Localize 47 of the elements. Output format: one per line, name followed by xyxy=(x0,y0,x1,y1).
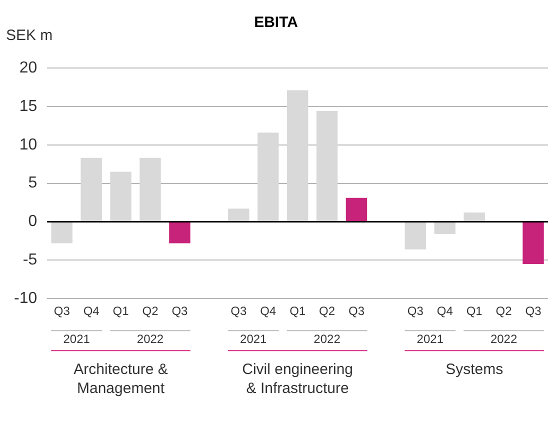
x-tick-label: Q1 xyxy=(112,304,130,318)
text: 2021 xyxy=(416,332,444,346)
text: 2022 xyxy=(136,332,164,346)
x-tick-label: Q3 xyxy=(525,304,542,318)
bar xyxy=(522,222,544,264)
bar xyxy=(404,222,426,250)
bar xyxy=(464,212,485,222)
y-axis-title: SEK m xyxy=(6,27,53,44)
x-tick-label: Q2 xyxy=(319,304,336,318)
y-tick-label: 20 xyxy=(19,59,38,76)
text: 2021 xyxy=(63,332,90,346)
y-tick-label: -5 xyxy=(22,252,38,269)
bar xyxy=(346,198,368,222)
text: 2022 xyxy=(490,332,518,346)
x-tick-label: Q1 xyxy=(466,304,483,318)
bar xyxy=(228,208,250,222)
x-tick-label: Q3 xyxy=(230,304,247,318)
bar xyxy=(80,158,102,222)
text: Architecture & Management xyxy=(74,361,168,398)
bar xyxy=(140,158,161,222)
x-tick-label: Q4 xyxy=(260,304,276,318)
chart-title: EBITA xyxy=(254,14,298,32)
y-tick-label: -10 xyxy=(14,290,38,308)
y-tick-label: 15 xyxy=(19,98,38,115)
x-tick-label: Q1 xyxy=(290,304,306,318)
x-tick-label: Q3 xyxy=(54,304,70,318)
bar xyxy=(110,172,132,222)
text: Systems xyxy=(446,361,504,378)
y-tick-label: 10 xyxy=(19,136,38,154)
x-tick-label: Q4 xyxy=(436,304,454,318)
bar xyxy=(316,111,338,222)
x-tick-label: Q3 xyxy=(172,304,188,318)
bar xyxy=(257,132,279,222)
bar xyxy=(51,222,72,244)
x-tick-label: Q3 xyxy=(348,304,365,318)
x-tick-label: Q2 xyxy=(142,304,159,318)
x-tick-label: Q2 xyxy=(496,304,512,318)
text: Civil engineering & Infrastructure xyxy=(242,361,354,398)
bar xyxy=(286,90,308,222)
x-tick-label: Q4 xyxy=(83,304,100,318)
text: 2022 xyxy=(314,332,341,346)
x-tick-label: Q3 xyxy=(407,304,424,318)
bar xyxy=(434,222,456,234)
y-tick-label: 5 xyxy=(28,174,38,192)
bar xyxy=(169,222,190,244)
y-tick-label: 0 xyxy=(28,213,38,230)
text: 2021 xyxy=(240,332,268,346)
